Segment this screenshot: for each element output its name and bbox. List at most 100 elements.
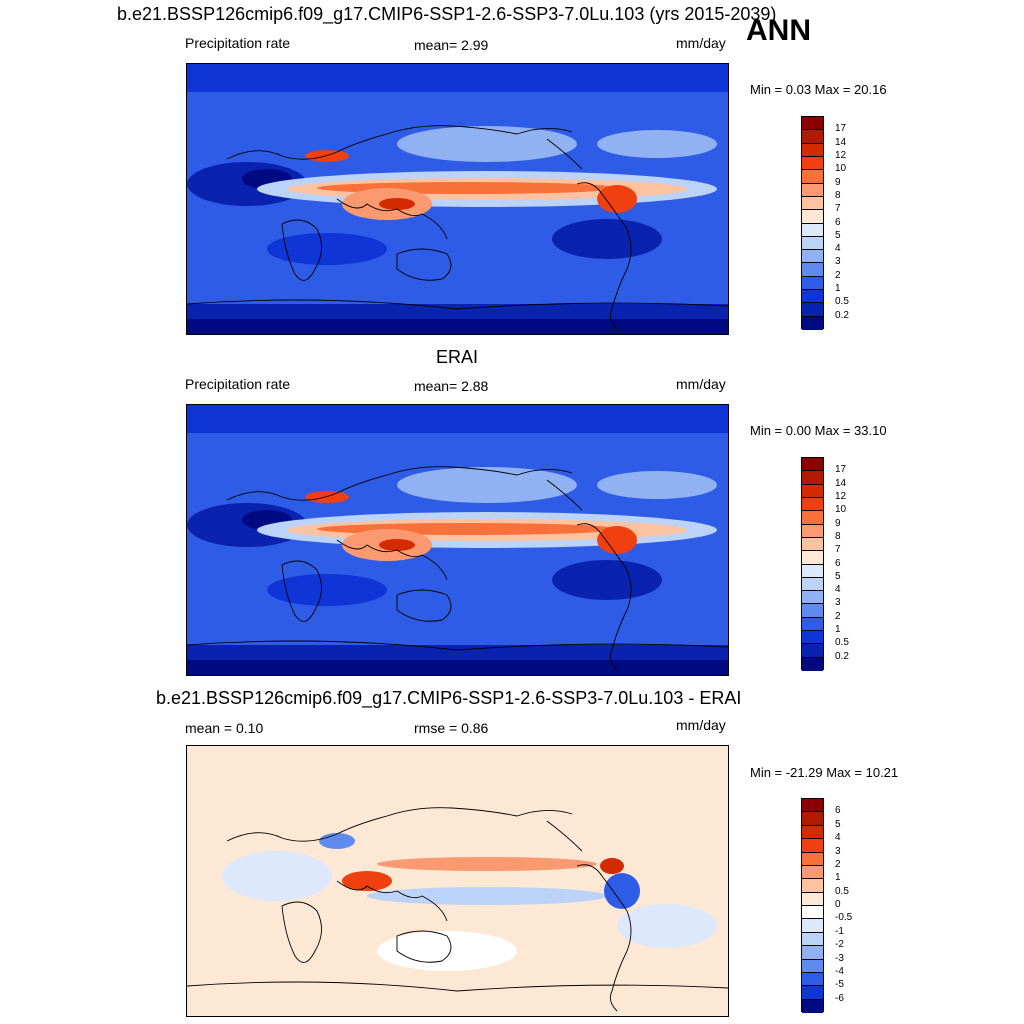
map-field	[187, 405, 728, 675]
colorbar-swatch	[802, 946, 823, 960]
map-field	[187, 746, 728, 1016]
coastline	[336, 198, 448, 240]
panel1-colorbar	[801, 116, 824, 330]
colorbar-swatch	[802, 156, 823, 171]
panel3-colorbar	[801, 798, 824, 1013]
colorbar-swatch	[802, 223, 823, 237]
colorbar-swatch	[802, 210, 823, 224]
colorbar-swatch	[802, 130, 823, 144]
colorbar-tick-label: 1	[835, 283, 841, 295]
colorbar-tick-label: 9	[835, 517, 841, 529]
coastline	[396, 248, 452, 281]
coastline	[576, 523, 632, 671]
colorbar-swatch	[802, 511, 823, 525]
panel2-title: ERAI	[436, 347, 479, 367]
colorbar-swatch	[802, 303, 823, 317]
colorbar-tick-label: 17	[835, 123, 847, 135]
colorbar-tick-label: 10	[835, 163, 847, 175]
colorbar-tick-label: 6	[835, 216, 841, 228]
colorbar-swatch	[802, 537, 823, 552]
colorbar-tick-label: 8	[835, 530, 841, 542]
colorbar-swatch	[802, 290, 823, 304]
coastline	[187, 640, 728, 651]
colorbar-tick-label: 0.2	[835, 309, 849, 321]
colorbar-swatch	[802, 852, 823, 866]
colorbar-tick-label: 2	[835, 269, 841, 281]
colorbar-swatch	[802, 839, 823, 853]
colorbar-swatch	[802, 577, 823, 592]
colorbar-tick-label: -2	[835, 939, 844, 951]
colorbar-tick-label: 7	[835, 544, 841, 556]
colorbar-swatch	[802, 865, 823, 880]
colorbar-tick-label: 3	[835, 256, 841, 268]
colorbar-swatch	[802, 183, 823, 197]
colorbar-swatch	[802, 484, 823, 498]
coastline	[336, 880, 448, 922]
colorbar-swatch	[802, 999, 823, 1013]
panel2-precip-map	[186, 404, 729, 676]
colorbar-swatch	[802, 564, 823, 578]
colorbar-tick-label: 14	[835, 477, 847, 489]
colorbar-tick-label: 5	[835, 570, 841, 582]
panel3-minmax-label: Min = -21.29 Max = 10.21	[750, 765, 899, 780]
colorbar-tick-label: 0	[835, 899, 841, 910]
coastline	[546, 479, 583, 511]
colorbar-swatch	[802, 906, 823, 920]
colorbar-swatch	[802, 316, 823, 330]
colorbar-swatch	[802, 932, 823, 947]
colorbar-swatch	[802, 497, 823, 512]
season-label: ANN	[746, 14, 811, 47]
map-field	[187, 64, 728, 334]
colorbar-swatch	[802, 812, 823, 826]
panel3-units-label: mm/day	[676, 717, 726, 733]
coastline	[226, 466, 573, 501]
colorbar-tick-label: 12	[835, 149, 847, 161]
coastline	[187, 981, 728, 992]
colorbar-swatch	[802, 196, 823, 211]
colorbar-swatch	[802, 263, 823, 277]
panel2-colorbar	[801, 457, 824, 671]
panel1-minmax-label: Min = 0.03 Max = 20.16	[750, 82, 887, 97]
colorbar-tick-label: 0.5	[835, 637, 849, 649]
colorbar-tick-label: 1	[835, 624, 841, 636]
coastline	[576, 182, 632, 330]
colorbar-swatch	[802, 170, 823, 184]
panel2-units-label: mm/day	[676, 376, 726, 392]
colorbar-swatch	[802, 250, 823, 264]
colorbar-swatch	[802, 892, 823, 906]
colorbar-tick-label: 2	[835, 610, 841, 622]
coastline	[336, 539, 448, 581]
coastline	[187, 299, 728, 310]
colorbar-swatch	[802, 276, 823, 291]
colorbar-tick-label: 5	[835, 818, 841, 830]
colorbar-swatch	[802, 617, 823, 632]
colorbar-swatch	[802, 458, 823, 472]
panel1-variable-label: Precipitation rate	[185, 35, 291, 51]
colorbar-tick-label: 4	[835, 243, 841, 255]
colorbar-tick-label: 6	[835, 557, 841, 569]
colorbar-swatch	[802, 879, 823, 893]
panel1-units-label: mm/day	[676, 35, 726, 51]
colorbar-tick-label: 10	[835, 504, 847, 516]
colorbar-tick-label: 14	[835, 136, 847, 148]
colorbar-tick-label: -6	[835, 992, 844, 1004]
colorbar-swatch	[802, 972, 823, 987]
colorbar-tick-label: 7	[835, 203, 841, 215]
colorbar-swatch	[802, 959, 823, 973]
coastline	[396, 589, 452, 622]
panel1-mean-label: mean= 2.99	[414, 37, 489, 53]
colorbar-swatch	[802, 644, 823, 658]
colorbar-tick-label: -3	[835, 952, 844, 964]
figure-title: b.e21.BSSP126cmip6.f09_g17.CMIP6-SSP1-2.…	[117, 4, 777, 24]
panel2-variable-label: Precipitation rate	[185, 376, 291, 392]
colorbar-swatch	[802, 143, 823, 157]
coastline	[546, 138, 583, 170]
colorbar-tick-label: 6	[835, 805, 841, 817]
colorbar-tick-label: 8	[835, 189, 841, 201]
colorbar-swatch	[802, 657, 823, 671]
coastline	[226, 807, 573, 842]
colorbar-swatch	[802, 825, 823, 840]
coastline	[396, 930, 452, 963]
colorbar-tick-label: 2	[835, 858, 841, 870]
colorbar-swatch	[802, 919, 823, 933]
